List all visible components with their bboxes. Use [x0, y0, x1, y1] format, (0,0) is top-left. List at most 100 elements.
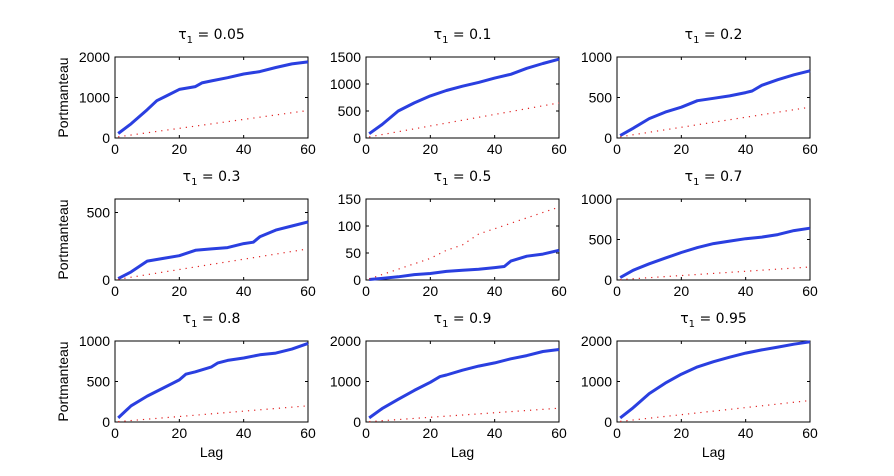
- chart-9-x-tick-label: 40: [738, 425, 754, 441]
- chart-6: 0 20 40 60 0 500 1000 τ1 = 0.7: [581, 169, 818, 299]
- chart-5-plot-frame: [365, 198, 560, 281]
- chart-2-title-value: = 0.1: [448, 27, 491, 43]
- chart-5-title-value: = 0.5: [448, 169, 491, 185]
- chart-7-y-tick-label: 1000: [79, 333, 110, 349]
- chart-6-x-tick-label: 20: [674, 283, 690, 299]
- chart-6-x-tick-label: 60: [802, 283, 818, 299]
- chart-8-title-subscript: 1: [442, 319, 448, 330]
- chart-7-y-tick-label: 0: [102, 414, 110, 430]
- chart-3-y-tick-label: 1000: [581, 49, 612, 65]
- chart-2-x-tick-label: 40: [487, 141, 503, 157]
- chart-2-title-subscript: 1: [442, 35, 448, 46]
- chart-1-critical-value-line: [118, 109, 309, 138]
- chart-9-title: τ1 = 0.95: [680, 311, 747, 330]
- chart-6-y-tick-label: 0: [604, 272, 612, 288]
- chart-2-statistic-line: [368, 57, 560, 135]
- chart-4-plot-frame: [114, 198, 309, 281]
- chart-3-y-tick-label: 0: [604, 130, 612, 146]
- chart-9-x-tick-label: 20: [674, 425, 690, 441]
- chart-4-critical-value-line: [118, 248, 309, 280]
- chart-7: 0 20 40 60 0 500 1000 τ1 = 0.8 Portmanteau Lag: [55, 311, 316, 460]
- chart-6-critical-value-line: [620, 266, 811, 281]
- chart-1-x-tick-label: 0: [111, 141, 119, 157]
- chart-1-x-tick-label: 20: [172, 141, 188, 157]
- chart-8-statistic-line: [368, 348, 560, 420]
- chart-2-critical-value-line: [369, 102, 560, 138]
- chart-5: 0 20 40 60 0 50 100 150 τ1 = 0.5: [338, 169, 567, 299]
- chart-8-y-tick-label: 2000: [330, 333, 361, 349]
- chart-3-x-tick-label: 0: [613, 141, 621, 157]
- chart-6-y-tick-label: 500: [589, 232, 613, 248]
- chart-7-critical-value-line: [118, 405, 309, 423]
- chart-5-y-tick-label: 100: [338, 218, 362, 234]
- chart-3-x-tick-label: 40: [738, 141, 754, 157]
- chart-1-title-symbol: τ: [178, 27, 186, 43]
- chart-3-title-value: = 0.2: [699, 27, 742, 43]
- chart-9-critical-value-line: [620, 399, 811, 422]
- chart-5-critical-value-line: [369, 206, 560, 280]
- chart-3-title-subscript: 1: [693, 35, 699, 46]
- chart-7-x-axis-label: Lag: [200, 444, 223, 460]
- chart-4: 0 20 40 60 0 500 τ1 = 0.3 Portmanteau: [55, 169, 316, 299]
- chart-2: 0 20 40 60 0 500 1000 1500 τ1 = 0.1: [330, 27, 567, 157]
- chart-5-y-tick-label: 50: [345, 245, 361, 261]
- chart-5-title-symbol: τ: [434, 169, 442, 185]
- chart-7-x-tick-label: 60: [300, 425, 316, 441]
- chart-8: 0 20 40 60 0 1000 2000 τ1 = 0.9 Lag: [330, 311, 567, 460]
- chart-8-y-tick-label: 0: [353, 414, 361, 430]
- chart-7-statistic-line: [117, 341, 309, 419]
- chart-4-title-subscript: 1: [191, 177, 197, 188]
- chart-4-x-tick-label: 0: [111, 283, 119, 299]
- chart-9-plot-frame: [616, 340, 811, 423]
- chart-1-x-tick-label: 40: [236, 141, 252, 157]
- chart-9-title-value: = 0.95: [695, 311, 747, 327]
- chart-2-y-tick-label: 0: [353, 130, 361, 146]
- chart-7-title: τ1 = 0.8: [183, 311, 241, 330]
- chart-5-x-tick-label: 20: [423, 283, 439, 299]
- chart-3-x-tick-label: 20: [674, 141, 690, 157]
- chart-4-x-tick-label: 60: [300, 283, 316, 299]
- chart-8-title-value: = 0.9: [448, 311, 491, 327]
- chart-8-x-tick-label: 40: [487, 425, 503, 441]
- chart-6-plot-frame: [616, 198, 811, 281]
- chart-1-y-axis-label: Portmanteau: [55, 57, 71, 137]
- chart-6-statistic-line: [619, 226, 811, 279]
- chart-1-y-tick-label: 1000: [79, 90, 110, 106]
- chart-7-y-axis-label: Portmanteau: [55, 341, 71, 421]
- chart-7-x-tick-label: 0: [111, 425, 119, 441]
- chart-6-title-value: = 0.7: [699, 169, 742, 185]
- chart-6-title-symbol: τ: [685, 169, 693, 185]
- chart-7-x-tick-label: 20: [172, 425, 188, 441]
- chart-3-title-symbol: τ: [685, 27, 693, 43]
- chart-4-y-axis-label: Portmanteau: [55, 199, 71, 279]
- chart-4-title-value: = 0.3: [197, 169, 240, 185]
- chart-8-y-tick-label: 1000: [330, 374, 361, 390]
- chart-1-title-value: = 0.05: [193, 27, 245, 43]
- chart-7-x-tick-label: 40: [236, 425, 252, 441]
- chart-8-x-tick-label: 20: [423, 425, 439, 441]
- chart-6-x-tick-label: 0: [613, 283, 621, 299]
- chart-1-x-tick-label: 60: [300, 141, 316, 157]
- chart-2-x-tick-label: 0: [362, 141, 370, 157]
- chart-5-title-subscript: 1: [442, 177, 448, 188]
- chart-4-statistic-line: [117, 220, 309, 280]
- chart-5-x-tick-label: 60: [551, 283, 567, 299]
- chart-9-y-tick-label: 2000: [581, 333, 612, 349]
- chart-9-y-tick-label: 1000: [581, 374, 612, 390]
- chart-4-title: τ1 = 0.3: [183, 169, 241, 188]
- chart-7-y-tick-label: 500: [87, 374, 111, 390]
- chart-4-y-tick-label: 500: [87, 205, 111, 221]
- chart-1-plot-frame: [114, 56, 309, 139]
- chart-2-y-tick-label: 500: [338, 103, 362, 119]
- chart-9-x-tick-label: 60: [802, 425, 818, 441]
- chart-1-title-subscript: 1: [187, 35, 193, 46]
- chart-5-title: τ1 = 0.5: [434, 169, 492, 188]
- chart-6-title-subscript: 1: [693, 177, 699, 188]
- chart-4-x-tick-label: 40: [236, 283, 252, 299]
- chart-3-y-tick-label: 500: [589, 90, 613, 106]
- chart-8-x-axis-label: Lag: [451, 444, 474, 460]
- chart-3-x-tick-label: 60: [802, 141, 818, 157]
- chart-5-x-tick-label: 40: [487, 283, 503, 299]
- chart-4-x-tick-label: 20: [172, 283, 188, 299]
